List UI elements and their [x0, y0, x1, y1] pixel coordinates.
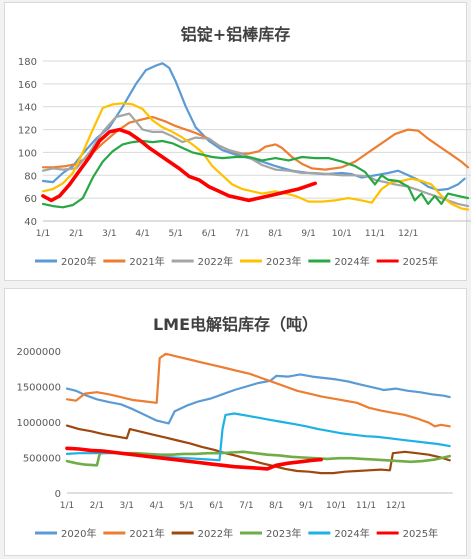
line-chart: 40 60 80 100 120 140 160 180 1/1 2/1 3/1 4/1 5/1 6/1 7… — [18, 57, 471, 268]
x-tick-label: 9/1 — [301, 229, 315, 239]
y-tick-label: 40 — [24, 217, 37, 228]
y-tick-label: 120 — [18, 126, 37, 137]
x-tick-label: 10/1 — [332, 229, 352, 239]
legend-label: 2025年 — [403, 527, 438, 540]
x-tick-label: 4/1 — [149, 501, 163, 511]
x-tick-label: 7/1 — [235, 229, 249, 239]
chart-panel-stock-sh: 铝锭+铝棒库存 40 60 80 100 120 140 160 180 1/1 2/1 3/1 4/… — [4, 2, 471, 281]
x-tick-label: 5/1 — [169, 229, 183, 239]
series-line-2021年 — [65, 352, 451, 428]
x-tick-label: 3/1 — [102, 229, 116, 239]
y-tick-label: 100 — [18, 148, 37, 159]
legend-label: 2024年 — [334, 527, 369, 540]
chart-title: LME电解铝库存（吨） — [152, 315, 319, 334]
x-tick-label: 8/1 — [268, 229, 282, 239]
x-tick-label: 6/1 — [202, 229, 216, 239]
y-tick-label: 60 — [24, 194, 37, 205]
x-tick-label: 8/1 — [269, 501, 283, 511]
x-tick-label: 4/1 — [135, 229, 149, 239]
x-tick-label: 3/1 — [120, 501, 134, 511]
x-tick-label: 12/1 — [386, 501, 406, 511]
series-line-2025年 — [65, 446, 323, 471]
legend-label: 2022年 — [198, 255, 233, 268]
y-tick-label: 500000 — [23, 454, 61, 465]
y-tick-label: 160 — [18, 80, 37, 91]
x-tick-label: 11/1 — [365, 229, 385, 239]
legend-label: 2020年 — [61, 527, 96, 540]
x-tick-label: 5/1 — [179, 501, 193, 511]
y-tick-label: 140 — [18, 103, 37, 114]
legend-label: 2023年 — [266, 527, 301, 540]
chart-title: 铝锭+铝棒库存 — [180, 25, 291, 44]
series-line-2024年 — [41, 139, 470, 209]
x-tick-label: 12/1 — [398, 229, 418, 239]
x-tick-label: 2/1 — [69, 229, 83, 239]
legend-label: 2024年 — [334, 255, 369, 268]
series-line-2023年 — [41, 102, 470, 211]
y-tick-label: 2000000 — [16, 347, 61, 358]
x-tick-label: 10/1 — [326, 501, 346, 511]
y-tick-label: 80 — [24, 171, 37, 182]
series-line-2022年 — [65, 424, 451, 475]
legend-label: 2025年 — [403, 255, 438, 268]
x-tick-label: 1/1 — [36, 229, 50, 239]
chart-panel-stock-lme: LME电解铝库存（吨） 0 500000 1000000 1500000 2000000… — [4, 288, 467, 556]
legend-label: 2021年 — [129, 255, 164, 268]
y-tick-label: 180 — [18, 57, 37, 68]
x-tick-label: 1/1 — [60, 501, 74, 511]
series-line-2020年 — [65, 373, 451, 425]
x-tick-label: 6/1 — [209, 501, 223, 511]
legend-label: 2023年 — [266, 255, 301, 268]
series-line-2025年 — [41, 127, 317, 203]
x-tick-label: 11/1 — [356, 501, 376, 511]
line-chart: 0 500000 1000000 1500000 2000000 1/1 2/1 3/1 4/1… — [16, 347, 453, 540]
x-tick-label: 9/1 — [299, 501, 313, 511]
series-line-2022年 — [41, 112, 470, 208]
x-tick-label: 2/1 — [90, 501, 104, 511]
y-tick-label: 1500000 — [16, 383, 61, 394]
y-tick-label: 1000000 — [16, 418, 61, 429]
y-tick-label: 0 — [55, 489, 61, 500]
legend-label: 2021年 — [129, 527, 164, 540]
legend-label: 2020年 — [61, 255, 96, 268]
legend-label: 2022年 — [198, 527, 233, 540]
x-tick-label: 7/1 — [239, 501, 253, 511]
